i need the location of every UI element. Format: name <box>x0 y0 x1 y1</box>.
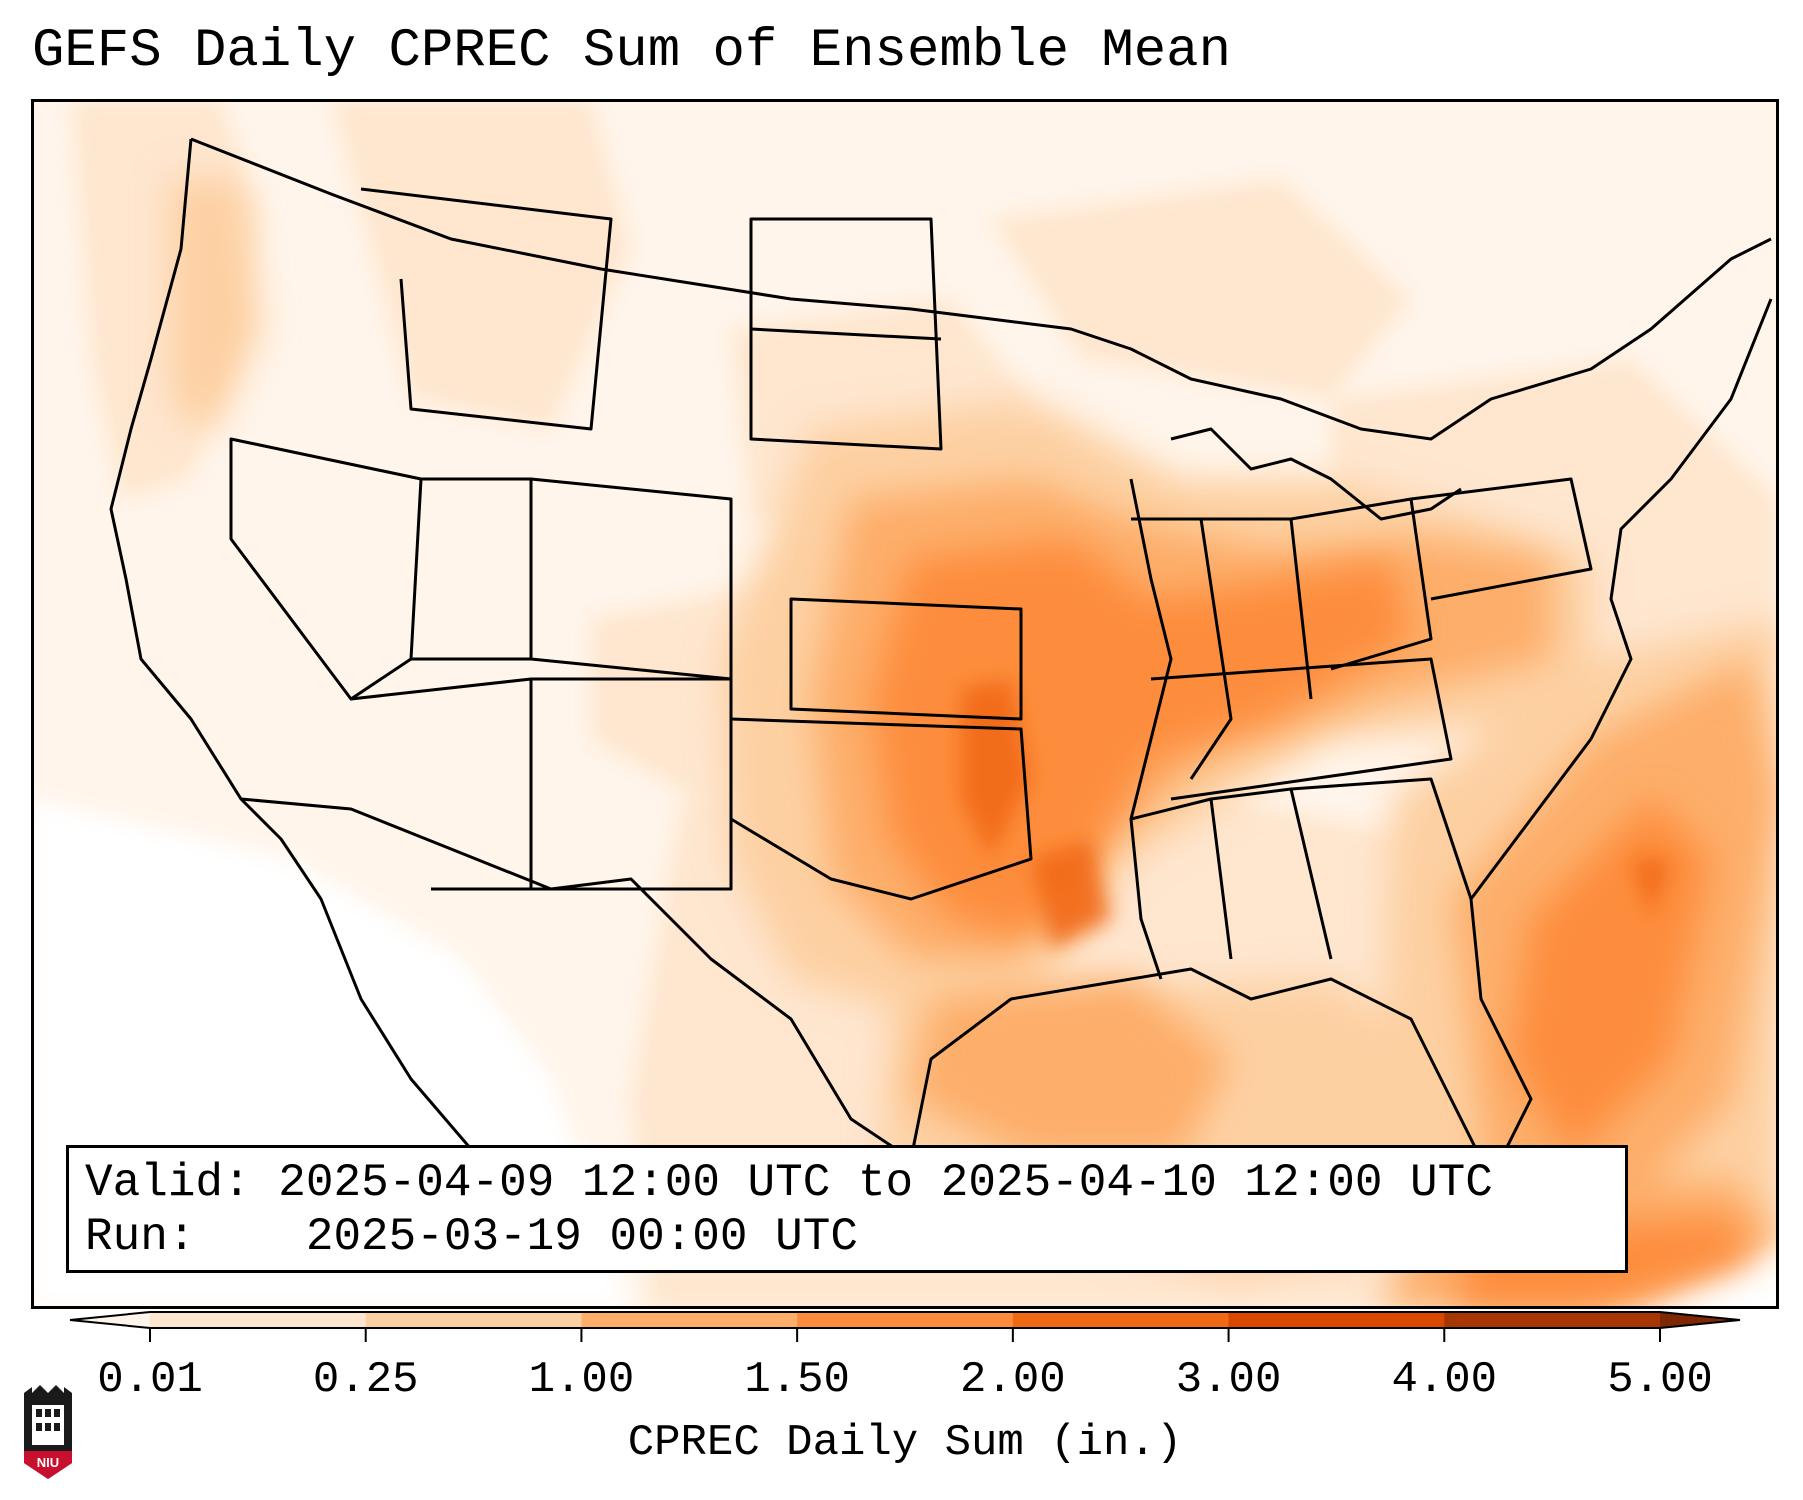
colorbar-segments <box>70 1312 1740 1328</box>
colorbar-tick-label: 5.00 <box>1607 1355 1713 1405</box>
state-line-dakotas <box>749 217 943 451</box>
valid-line: Valid: 2025-04-09 12:00 UTC to 2025-04-1… <box>85 1156 1609 1210</box>
colorbar-tick-label: 0.01 <box>97 1355 203 1405</box>
colorbar-segment <box>797 1312 1014 1328</box>
east-coast <box>1589 298 1773 740</box>
niu-logo-text: NIU <box>37 1455 59 1470</box>
colorbar-tick-label: 2.00 <box>960 1355 1066 1405</box>
state-line-montana-idaho <box>360 187 613 431</box>
valid-value: 2025-04-09 12:00 UTC to 2025-04-10 12:00… <box>278 1157 1493 1209</box>
west-coast <box>109 138 503 1210</box>
valid-run-info-box: Valid: 2025-04-09 12:00 UTC to 2025-04-1… <box>66 1145 1628 1273</box>
map-title: GEFS Daily CPREC Sum of Ensemble Mean <box>32 21 1231 82</box>
run-line: Run: 2025-03-19 00:00 UTC <box>85 1210 1609 1264</box>
boundary-lines <box>109 137 1773 1210</box>
state-line-az-nm <box>350 677 733 891</box>
us-canada-border <box>190 137 1772 441</box>
state-line-tn-ky <box>1150 657 1453 801</box>
state-line-southeast <box>1130 777 1473 960</box>
colorbar-tick-label: 0.25 <box>312 1355 419 1405</box>
valid-label: Valid: <box>85 1157 251 1209</box>
colorbar-outline <box>69 1311 1741 1329</box>
state-line-ohio-pa <box>1290 477 1593 671</box>
colorbar-segment <box>365 1312 582 1328</box>
mississippi-river <box>1129 478 1173 980</box>
colorbar <box>69 1310 1741 1350</box>
colorbar-tick-label: 1.50 <box>744 1355 850 1405</box>
colorbar-label: CPREC Daily Sum (in.) <box>627 1418 1183 1468</box>
colorbar-tick-label: 4.00 <box>1391 1355 1498 1405</box>
precip-map <box>31 99 1779 1309</box>
niu-logo-icon: NIU <box>20 1383 76 1483</box>
colorbar-extend-high <box>1660 1312 1740 1328</box>
us-mexico-border <box>240 797 912 1161</box>
map-panel <box>31 99 1779 1309</box>
colorbar-ticks <box>149 1328 1661 1342</box>
colorbar-extend-low <box>70 1312 150 1328</box>
state-line-kansas <box>789 597 1023 721</box>
run-label: Run: <box>85 1211 196 1263</box>
great-lakes <box>1170 427 1462 521</box>
colorbar-segment <box>1444 1312 1661 1328</box>
colorbar-svg <box>69 1311 1741 1342</box>
map-frame <box>31 99 1779 1309</box>
colorbar-segment <box>1228 1312 1445 1328</box>
colorbar-segment <box>581 1312 798 1328</box>
precip-intense <box>961 679 1671 949</box>
colorbar-segment <box>150 1312 367 1328</box>
colorbar-segment <box>1012 1312 1230 1328</box>
state-line-texas-ok <box>730 717 1033 901</box>
state-line-nevada-utah <box>229 437 533 701</box>
colorbar-tick-label: 1.00 <box>528 1355 635 1405</box>
gulf-coast <box>909 738 1593 1181</box>
run-value: 2025-03-19 00:00 UTC <box>305 1211 858 1263</box>
colorbar-tick-label: 3.00 <box>1175 1355 1282 1405</box>
off-projection-area <box>1591 1239 1779 1309</box>
